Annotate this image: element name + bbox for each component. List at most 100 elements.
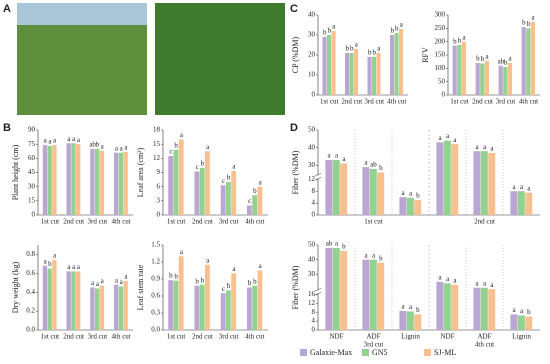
significance-letter: a [486,52,490,60]
bar [443,283,451,330]
y-tick-label: 0 [312,211,316,219]
bar [220,293,226,330]
bar [377,172,385,215]
significance-letter: b [504,59,508,67]
significance-letter: a [44,257,48,265]
bar [71,271,76,330]
significance-letter: a [342,155,346,163]
significance-letter: b [201,159,205,167]
legend-swatch [424,349,431,356]
significance-letter: b [346,45,350,53]
y-tick-label: 200 [435,37,446,45]
y-tick-label: 10 [308,71,316,79]
axis-break [315,290,540,294]
significance-letter: a [115,276,119,284]
y-tick-label: 0.2 [26,307,35,315]
y-tick-label: 8 [312,308,316,316]
bar [443,140,451,215]
x-tick-label: 1st cut [320,98,339,106]
bar [461,41,466,95]
legend-label: SJ-ML [434,348,456,357]
bar [226,181,231,215]
y-tick-label: 9 [157,168,161,176]
legend-label: Galaxie-Max [310,348,352,357]
significance-letter: a [53,252,57,260]
bar [178,256,184,330]
bar [498,65,503,95]
significance-letter: b [227,174,231,182]
significance-letter: a [365,251,369,259]
bar [257,186,263,215]
bar [99,285,105,330]
y-tick-label: 8 [312,187,316,195]
y-tick-label: 30 [308,31,316,39]
bar [406,311,414,330]
bar [178,139,184,215]
legend-swatch [300,349,307,356]
bar [114,152,119,215]
x-tick-label: Lignin [401,333,420,341]
panel-label: C [290,3,298,15]
bar [47,268,52,330]
x-tick-label: 2nd cut [472,98,493,106]
bar [369,259,377,330]
y-tick-label: 0 [32,211,36,219]
bar [451,144,459,215]
significance-letter: a [527,184,531,192]
bar [194,171,200,215]
y-axis-title: Leaf area (cm²) [136,147,145,197]
group-label: 3rd cut [364,341,384,349]
bar [414,200,422,215]
significance-letter: a [532,13,536,21]
significance-letter: c [248,197,251,205]
bar [526,28,531,95]
significance-letter: a [259,262,263,270]
bar [394,33,399,95]
significance-letter: a [490,281,494,289]
bar [367,57,372,95]
y-tick-label: 30 [308,161,316,169]
bar [507,63,512,95]
x-tick-label: 2nd cut [63,218,84,226]
bar [199,167,205,215]
y-tick-label: 15 [28,196,36,204]
significance-letter: b [174,272,178,280]
y-tick-label: 50 [308,126,316,134]
x-tick-label: 3rd cut [219,218,239,226]
bar [322,37,327,95]
significance-letter: a [400,21,404,29]
bar [480,287,488,330]
bar [399,197,407,215]
bar [173,149,179,215]
significance-letter: a [402,303,406,311]
significance-letter: a [180,131,184,139]
bar [376,53,381,95]
bar [332,247,340,330]
x-tick-label: 4th cut [112,218,131,226]
significance-letter: a [335,240,339,248]
significance-letter: a [446,275,450,283]
x-tick-label: 4th cut [387,98,406,106]
significance-letter: a [259,178,263,186]
bar [530,21,535,96]
significance-letter: b [416,192,420,200]
significance-letter: a [476,279,480,287]
significance-letter: a [115,144,119,152]
significance-letter: a [180,248,184,256]
y-tick-label: 250 [435,24,446,32]
bar [331,31,336,95]
bar [372,57,377,95]
x-tick-label: 3rd cut [364,98,384,106]
bar [510,191,518,215]
bar [42,265,48,330]
bar [325,160,333,215]
bar [220,185,226,215]
significance-letter: b [248,279,252,287]
y-tick-label: 40 [308,255,316,263]
x-tick-label: 2nd cut [341,98,362,106]
legend-swatch [362,349,369,356]
y-axis-title: RFV [421,47,430,63]
bar [517,315,525,330]
bar [118,152,124,215]
y-tick-label: 0 [312,326,316,334]
